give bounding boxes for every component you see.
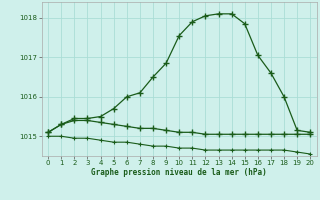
X-axis label: Graphe pression niveau de la mer (hPa): Graphe pression niveau de la mer (hPa) — [91, 168, 267, 177]
